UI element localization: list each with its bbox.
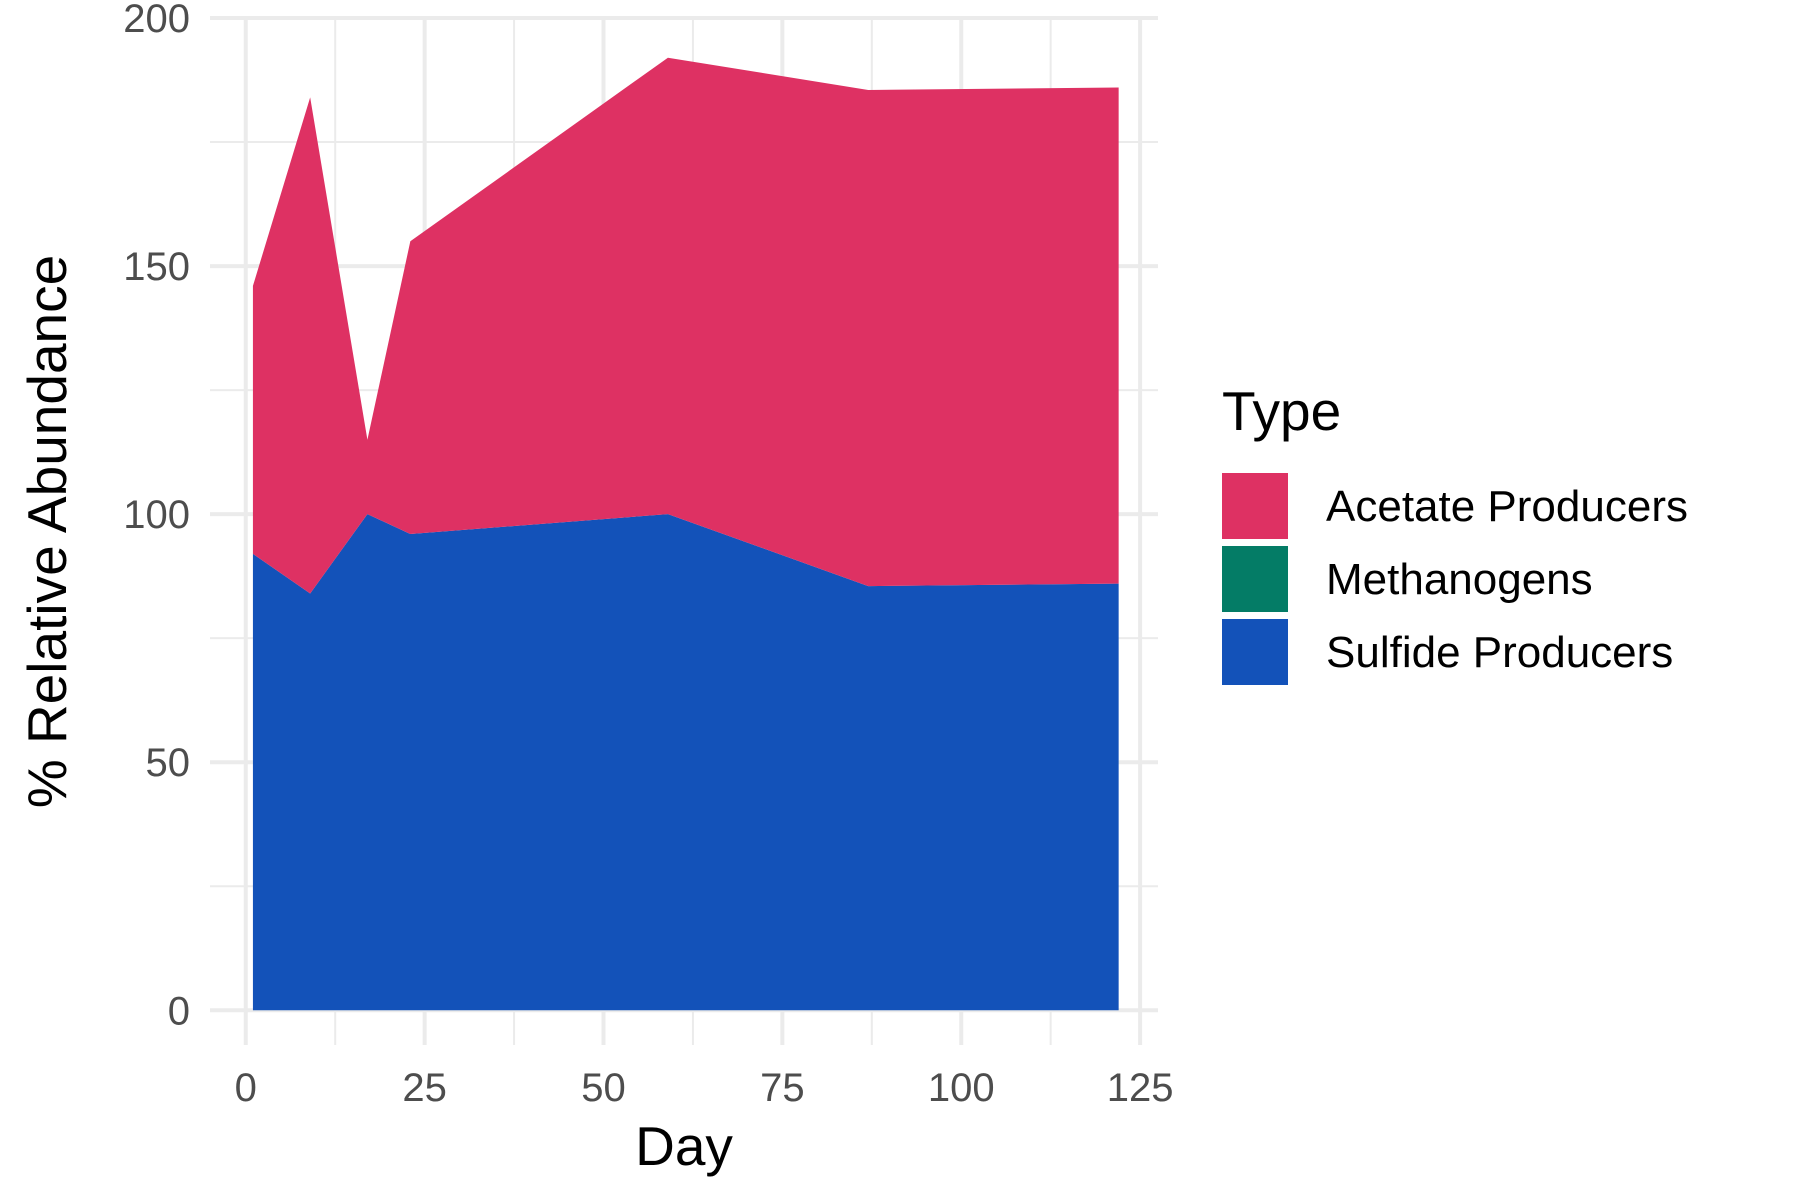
- x-axis-title: Day: [635, 1115, 733, 1177]
- legend-key-acetate-producers: [1222, 473, 1288, 539]
- x-tick-label: 75: [760, 1066, 805, 1110]
- y-tick-label: 150: [123, 245, 190, 289]
- x-axis-ticks: 0 25 50 75 100 125: [235, 1066, 1174, 1110]
- area-sulfide-producers: [252, 514, 1119, 1011]
- legend: Type Acetate Producers Methanogens Sulfide…: [1222, 380, 1688, 685]
- y-tick-label: 200: [123, 0, 190, 41]
- x-tick-label: 50: [581, 1066, 626, 1110]
- legend-title: Type: [1222, 380, 1341, 442]
- legend-key-sulfide-producers: [1222, 619, 1288, 685]
- legend-label-methanogens: Methanogens: [1326, 555, 1593, 604]
- y-tick-label: 50: [146, 741, 191, 785]
- legend-key-methanogens: [1222, 546, 1288, 612]
- x-tick-label: 25: [402, 1066, 447, 1110]
- x-tick-label: 100: [928, 1066, 995, 1110]
- x-tick-label: 125: [1107, 1066, 1174, 1110]
- y-axis-ticks: 0 50 100 150 200: [123, 0, 190, 1033]
- y-axis-title: % Relative Abundance: [16, 255, 78, 808]
- plot-areas: [252, 57, 1119, 1011]
- legend-label-sulfide-producers: Sulfide Producers: [1326, 628, 1673, 677]
- y-tick-label: 0: [168, 989, 190, 1033]
- legend-items: Acetate Producers Methanogens Sulfide Prod…: [1222, 473, 1688, 685]
- x-tick-label: 0: [235, 1066, 257, 1110]
- legend-label-acetate-producers: Acetate Producers: [1326, 482, 1688, 531]
- y-tick-label: 100: [123, 493, 190, 537]
- area-acetate-producers: [252, 57, 1119, 594]
